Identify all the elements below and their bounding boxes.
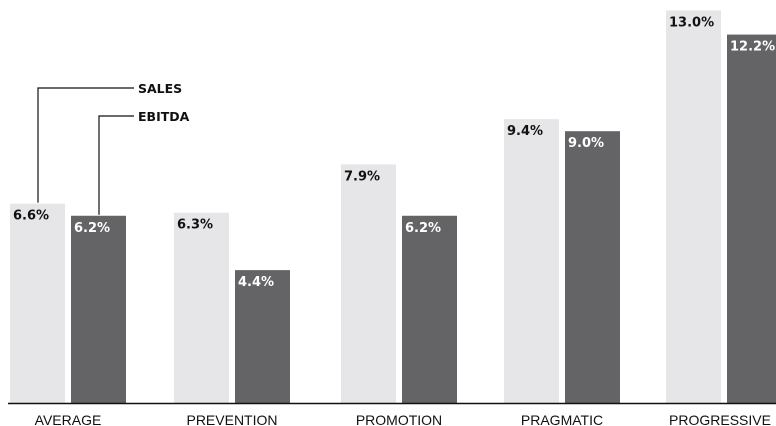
category-labels-layer: AVERAGE PREVENTION PROMOTION PRAGMATIC PROGR… xyxy=(35,412,771,426)
bar-sales-average xyxy=(10,203,65,403)
legend-ebitda-label: EBITDA xyxy=(138,109,190,124)
value-label-sales-prevention: 6.3% xyxy=(177,218,213,233)
bar-sales-prevention xyxy=(174,212,229,403)
category-label-pragmatic: PRAGMATIC xyxy=(521,412,603,426)
category-label-progressive: PROGRESSIVE xyxy=(669,412,771,426)
bars-layer xyxy=(10,10,776,404)
legend-callouts: SALES EBITDA xyxy=(37,81,190,215)
bar-ebitda-average xyxy=(71,215,126,403)
value-label-ebitda-promotion: 6.2% xyxy=(405,221,441,236)
value-label-sales-promotion: 7.9% xyxy=(344,169,380,184)
value-label-sales-pragmatic: 9.4% xyxy=(507,124,543,139)
bar-ebitda-prevention xyxy=(235,270,290,403)
bar-sales-promotion xyxy=(341,164,396,403)
bar-ebitda-pragmatic xyxy=(565,131,620,403)
bar-ebitda-promotion xyxy=(402,215,457,403)
value-label-sales-progressive: 13.0% xyxy=(669,15,714,30)
bar-sales-progressive xyxy=(666,10,721,404)
category-label-prevention: PREVENTION xyxy=(186,412,277,426)
value-label-ebitda-progressive: 12.2% xyxy=(730,40,775,55)
value-labels-layer: 6.6% 6.2% 6.3% 4.4% 7.9% 6.2% 9.4% 9.0% 13.0% 12.… xyxy=(13,15,775,290)
value-label-ebitda-prevention: 4.4% xyxy=(238,275,274,290)
ebitda-leader-line xyxy=(98,115,134,215)
value-label-ebitda-pragmatic: 9.0% xyxy=(568,136,604,151)
category-label-promotion: PROMOTION xyxy=(356,412,442,426)
legend-sales-label: SALES xyxy=(138,81,182,96)
bar-sales-pragmatic xyxy=(504,119,559,404)
bar-ebitda-progressive xyxy=(727,34,776,404)
category-label-average: AVERAGE xyxy=(35,412,102,426)
value-label-sales-average: 6.6% xyxy=(13,209,49,224)
sales-leader-line xyxy=(37,87,134,203)
value-label-ebitda-average: 6.2% xyxy=(74,221,110,236)
